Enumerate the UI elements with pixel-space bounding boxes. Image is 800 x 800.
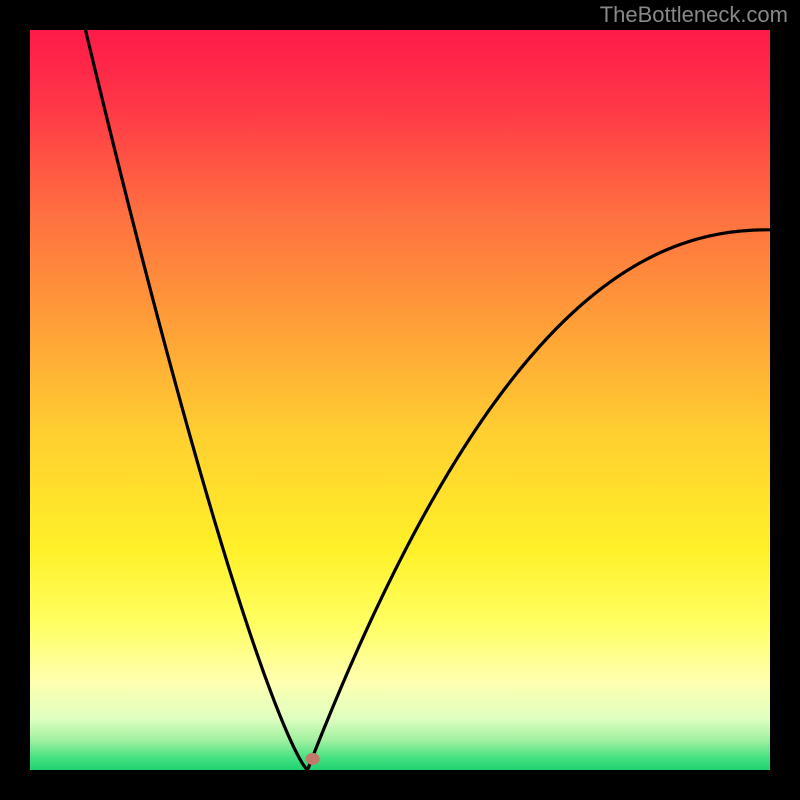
bottleneck-curve <box>30 30 770 770</box>
minimum-marker <box>306 753 320 765</box>
watermark-text: TheBottleneck.com <box>600 2 788 28</box>
plot-area <box>30 30 770 770</box>
curve-path <box>86 30 771 770</box>
